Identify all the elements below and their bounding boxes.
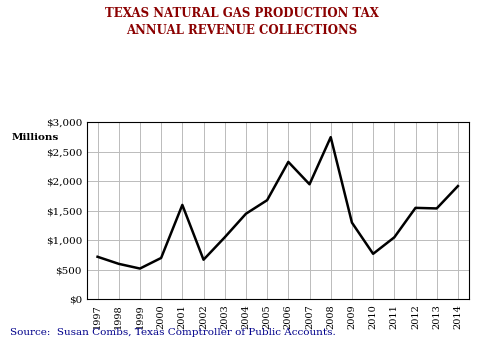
Text: Millions: Millions: [12, 133, 59, 142]
Text: Source:  Susan Combs, Texas Comptroller of Public Accounts.: Source: Susan Combs, Texas Comptroller o…: [10, 328, 335, 337]
Text: TEXAS NATURAL GAS PRODUCTION TAX
ANNUAL REVENUE COLLECTIONS: TEXAS NATURAL GAS PRODUCTION TAX ANNUAL …: [104, 7, 379, 37]
